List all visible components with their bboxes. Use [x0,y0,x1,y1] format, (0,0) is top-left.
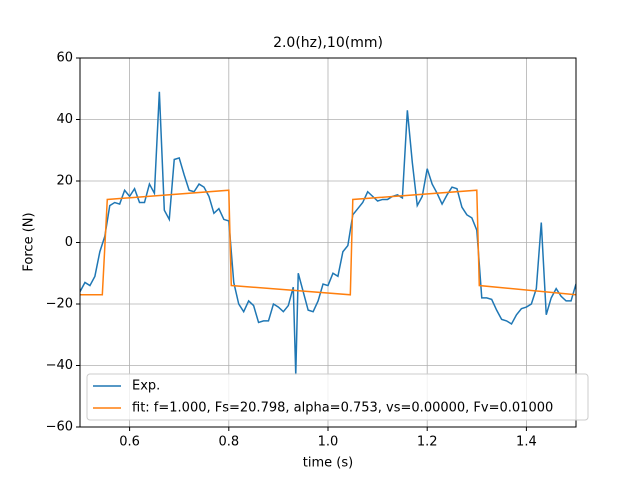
y-tick-label: −20 [46,297,73,312]
series-line [80,189,576,296]
legend-label: fit: f=1.000, Fs=20.798, alpha=0.753, vs… [132,401,553,416]
y-tick-label: 60 [56,51,73,66]
y-tick-label: 40 [56,112,73,127]
ticks: 0.6 0.8 1.0 1.2 1.4 −60 −40 −20 0 20 40 60 [46,51,537,450]
x-tick-label: 0.8 [218,435,239,450]
x-tick-label: 0.6 [119,435,140,450]
y-tick-label: −40 [46,358,73,373]
x-axis-label: time (s) [303,456,353,471]
x-tick-label: 1.2 [417,435,438,450]
y-tick-label: −60 [46,420,73,435]
x-tick-label: 1.4 [516,435,537,450]
y-tick-label: 0 [65,235,73,250]
x-tick-label: 1.0 [318,435,339,450]
grid [80,57,576,428]
chart-title: 2.0(hz),10(mm) [273,35,383,51]
legend: Exp. fit: f=1.000, Fs=20.798, alpha=0.753… [86,373,589,421]
plot-area [80,91,576,375]
y-axis-label: Force (N) [22,212,37,271]
series-line [80,91,576,375]
legend-box [86,373,589,421]
y-tick-label: 20 [56,174,73,189]
legend-label: Exp. [132,379,160,394]
